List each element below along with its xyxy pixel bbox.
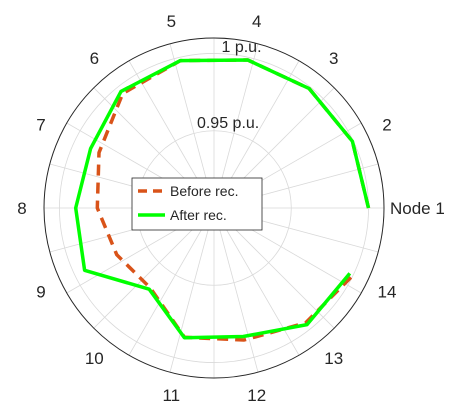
- grid-spoke: [213, 207, 259, 373]
- angular-tick-label: 11: [162, 386, 180, 405]
- angular-tick-label: 5: [167, 12, 176, 31]
- angular-tick-label: 4: [252, 12, 261, 31]
- angular-tick-label: 10: [85, 349, 104, 368]
- angular-tick-label: 6: [90, 49, 99, 68]
- legend-label-after: After rec.: [170, 207, 227, 223]
- angular-tick-label: 12: [247, 386, 266, 405]
- legend-label-before: Before rec.: [170, 183, 238, 199]
- polar-boundary: [43, 37, 385, 379]
- angular-tick-label: 13: [324, 349, 343, 368]
- angular-tick-label: 9: [36, 282, 45, 301]
- angular-tick-label: Node 1: [390, 199, 445, 218]
- grid-spoke: [213, 207, 300, 356]
- series-line-after: [73, 58, 371, 340]
- grid-spoke: [128, 207, 215, 356]
- series-layer: [73, 58, 371, 342]
- legend-box: [131, 177, 263, 231]
- grid-circle: [59, 53, 369, 363]
- angular-tick-label: 7: [36, 116, 45, 135]
- radial-tick-label: 0.95 p.u.: [197, 115, 259, 132]
- angular-tick-label: 14: [378, 282, 397, 301]
- angular-tick-label: 2: [382, 116, 391, 135]
- legend: Before rec. After rec.: [131, 177, 263, 231]
- angular-tick-label: 8: [17, 199, 26, 218]
- grid-spoke: [169, 207, 215, 373]
- label-layer: 0.95 p.u. 1 p.u. Node 1 2 3 4 5 6 7 8 9 10 11 12 13 14: [17, 12, 445, 405]
- angular-tick-label: 3: [329, 49, 338, 68]
- radial-tick-label: 1 p.u.: [221, 39, 261, 56]
